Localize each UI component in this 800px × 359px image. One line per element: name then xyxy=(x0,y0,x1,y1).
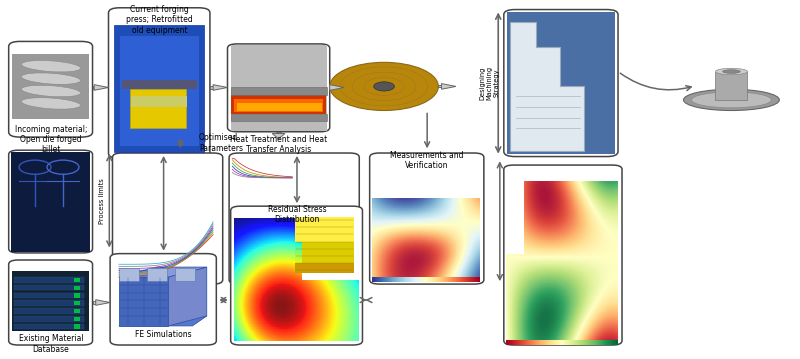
Bar xyxy=(507,12,615,154)
Text: Incoming material;
Open die forged
billet: Incoming material; Open die forged bille… xyxy=(14,125,87,154)
Text: FE Simulations: FE Simulations xyxy=(135,330,192,339)
Text: Residual Stress
Distribution: Residual Stress Distribution xyxy=(268,205,326,224)
Bar xyxy=(14,293,84,298)
Ellipse shape xyxy=(22,73,81,84)
Bar xyxy=(131,96,186,107)
Ellipse shape xyxy=(22,61,81,72)
Bar xyxy=(11,151,90,252)
FancyBboxPatch shape xyxy=(229,153,359,284)
Text: Current forging
press; Retrofitted
old equipment: Current forging press; Retrofitted old e… xyxy=(126,5,193,35)
Polygon shape xyxy=(119,277,169,326)
Bar xyxy=(121,36,198,146)
Bar xyxy=(12,271,90,331)
Bar xyxy=(438,85,442,88)
Text: Existing Material
Database: Existing Material Database xyxy=(18,334,83,354)
Bar xyxy=(14,324,84,330)
FancyBboxPatch shape xyxy=(9,260,93,345)
FancyBboxPatch shape xyxy=(113,153,222,284)
Polygon shape xyxy=(119,316,206,326)
Bar xyxy=(210,87,213,89)
Bar xyxy=(14,277,84,283)
Ellipse shape xyxy=(722,70,740,73)
Polygon shape xyxy=(213,85,227,90)
FancyBboxPatch shape xyxy=(9,41,93,137)
Ellipse shape xyxy=(691,92,771,108)
Ellipse shape xyxy=(22,98,81,109)
Polygon shape xyxy=(169,267,206,326)
Bar xyxy=(12,54,90,119)
Polygon shape xyxy=(510,22,584,151)
Bar xyxy=(294,217,354,242)
FancyBboxPatch shape xyxy=(504,10,618,157)
Polygon shape xyxy=(119,267,206,277)
Bar xyxy=(276,132,281,134)
Polygon shape xyxy=(94,85,109,90)
FancyBboxPatch shape xyxy=(230,206,362,345)
Bar xyxy=(14,300,84,306)
Bar xyxy=(230,45,326,131)
Bar xyxy=(234,99,323,112)
Polygon shape xyxy=(442,84,456,89)
Bar xyxy=(294,263,354,274)
Text: Optimised
Parameters: Optimised Parameters xyxy=(198,134,242,153)
FancyBboxPatch shape xyxy=(227,44,330,132)
Bar xyxy=(237,103,322,111)
Polygon shape xyxy=(119,268,139,280)
Bar xyxy=(122,80,197,89)
Circle shape xyxy=(330,62,438,111)
Text: Process limits: Process limits xyxy=(99,178,105,224)
Polygon shape xyxy=(330,85,344,90)
Ellipse shape xyxy=(683,89,779,111)
Bar xyxy=(93,302,96,304)
FancyBboxPatch shape xyxy=(110,253,216,345)
Ellipse shape xyxy=(22,85,81,97)
Bar xyxy=(74,285,80,290)
Bar xyxy=(74,293,80,298)
Bar xyxy=(74,278,80,282)
Bar xyxy=(114,25,204,152)
Bar xyxy=(230,114,326,121)
Text: Heat Treatment and Heat
Transfer Analysis: Heat Treatment and Heat Transfer Analysi… xyxy=(230,135,327,154)
FancyBboxPatch shape xyxy=(9,150,93,253)
Bar xyxy=(74,317,80,321)
Polygon shape xyxy=(272,134,285,139)
Bar xyxy=(93,87,94,89)
Polygon shape xyxy=(174,268,194,280)
Polygon shape xyxy=(147,268,167,280)
Bar xyxy=(14,308,84,314)
Bar xyxy=(130,89,186,128)
Text: Measurements and
Verification: Measurements and Verification xyxy=(390,151,464,170)
Bar xyxy=(14,285,84,290)
FancyBboxPatch shape xyxy=(370,153,484,284)
FancyBboxPatch shape xyxy=(109,8,210,158)
Bar xyxy=(74,309,80,313)
Ellipse shape xyxy=(715,68,747,75)
Bar xyxy=(74,325,80,329)
Text: Designing
Machining
Strategy: Designing Machining Strategy xyxy=(479,66,499,100)
Bar xyxy=(74,301,80,306)
Circle shape xyxy=(374,82,394,91)
FancyBboxPatch shape xyxy=(504,165,622,345)
Bar xyxy=(294,217,354,274)
Polygon shape xyxy=(96,300,110,306)
Bar xyxy=(231,94,326,114)
Bar xyxy=(715,71,747,100)
Bar xyxy=(14,316,84,322)
Bar xyxy=(230,87,326,94)
